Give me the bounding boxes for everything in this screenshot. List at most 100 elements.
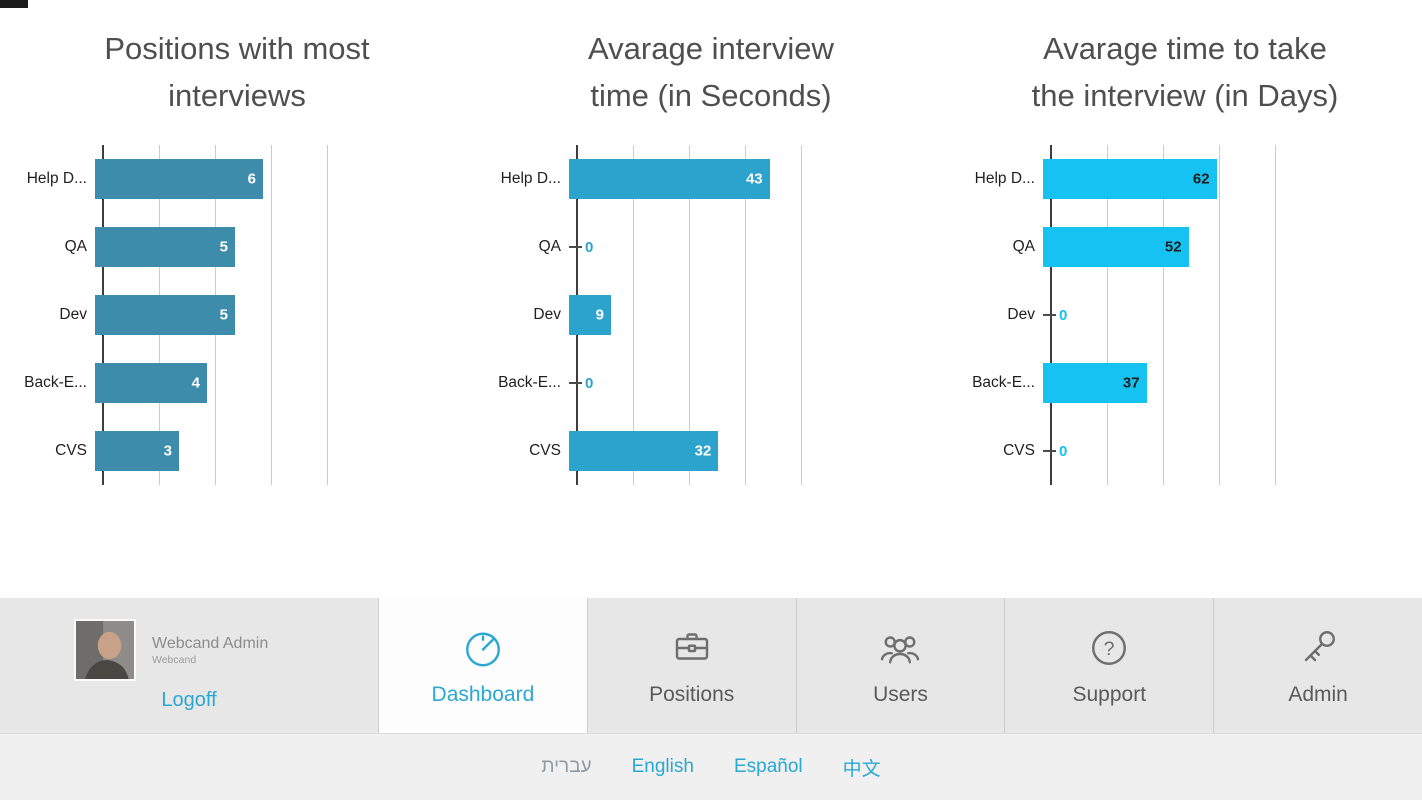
bar-area: 0 <box>568 363 793 403</box>
gridline <box>688 145 690 485</box>
bar-area: 0 <box>568 227 793 267</box>
tab-admin[interactable]: Admin <box>1213 598 1422 733</box>
bar-value-label: 3 <box>163 442 172 460</box>
lang-spanish[interactable]: Español <box>733 756 803 777</box>
user-panel: Webcand Admin Webcand Logoff <box>0 598 378 733</box>
gauge-icon <box>459 624 507 672</box>
bar-row: CVS 3 <box>15 417 327 485</box>
category-label: Dev <box>533 306 561 323</box>
category-label: CVS <box>55 442 87 459</box>
language-bar: עברית English Español 中文 <box>0 733 1422 800</box>
gridline <box>800 145 802 485</box>
key-icon <box>1294 624 1342 672</box>
user-row: Webcand Admin Webcand <box>74 619 378 681</box>
category-label: Back-E... <box>972 374 1035 391</box>
bar-row: Dev 0 <box>963 281 1275 349</box>
bar[interactable]: 43 <box>568 159 770 199</box>
gridline <box>632 145 634 485</box>
tab-support[interactable]: ? Support <box>1004 598 1213 733</box>
tab-dashboard[interactable]: Dashboard <box>378 598 587 733</box>
bar[interactable]: 9 <box>568 295 611 335</box>
tab-label: Users <box>873 683 928 706</box>
bar-chart-interview-time: Help D... 43 QA 0 Dev 9 Back-E... 0 CVS 32 <box>489 145 802 485</box>
category-label: Back-E... <box>498 374 561 391</box>
tab-label: Admin <box>1288 683 1348 706</box>
bar-area: 9 <box>568 295 793 335</box>
bar-row: Back-E... 0 <box>489 349 801 417</box>
zero-tick <box>568 246 582 248</box>
bar-area: 3 <box>95 431 319 471</box>
bar[interactable]: 52 <box>1042 227 1189 267</box>
lang-english[interactable]: English <box>631 756 694 777</box>
user-name: Webcand Admin <box>152 634 269 652</box>
tab-users[interactable]: Users <box>795 598 1005 733</box>
bar-value-label: 0 <box>584 374 594 392</box>
bar-area: 0 <box>1042 295 1267 335</box>
bar-area: 32 <box>568 431 793 471</box>
dashboard-charts: Positions with most interviews Help D...… <box>0 0 1339 598</box>
svg-text:?: ? <box>1104 638 1115 660</box>
bar-value-label: 6 <box>247 170 256 188</box>
tab-label: Positions <box>649 683 735 706</box>
logoff-link[interactable]: Logoff <box>161 689 217 711</box>
bar-row: Help D... 43 <box>489 145 801 213</box>
bar-value-label: 0 <box>1058 442 1068 460</box>
bar[interactable]: 4 <box>95 363 207 403</box>
bar-area: 52 <box>1042 227 1267 267</box>
bar-row: QA 52 <box>963 213 1275 281</box>
bar-value-label: 4 <box>191 374 200 392</box>
lang-chinese[interactable]: 中文 <box>842 758 881 780</box>
gridline <box>327 145 328 485</box>
chart-panel-positions-interviews: Positions with most interviews Help D...… <box>0 0 474 598</box>
avatar <box>74 619 136 681</box>
bar[interactable]: 62 <box>1042 159 1217 199</box>
bar-value-label: 9 <box>595 306 604 324</box>
category-label: QA <box>538 238 561 255</box>
bottom-nav: Webcand Admin Webcand Logoff Dashboard P… <box>0 598 1422 733</box>
chart-panel-interview-time: Avarage interview time (in Seconds) Help… <box>474 0 948 598</box>
bar-area: 5 <box>95 295 319 335</box>
bar-row: Help D... 6 <box>15 145 327 213</box>
category-label: CVS <box>529 442 561 459</box>
gridline <box>744 145 746 485</box>
bar[interactable]: 5 <box>95 295 235 335</box>
question-circle-icon: ? <box>1085 624 1133 672</box>
bar-row: Dev 9 <box>489 281 801 349</box>
bar[interactable]: 37 <box>1042 363 1147 403</box>
tab-label: Dashboard <box>431 683 535 706</box>
category-label: Dev <box>1007 306 1035 323</box>
zero-tick <box>1042 314 1056 316</box>
bar-value-label: 62 <box>1192 170 1210 188</box>
bar[interactable]: 5 <box>95 227 235 267</box>
bar-row: Back-E... 4 <box>15 349 327 417</box>
bar[interactable]: 6 <box>95 159 263 199</box>
category-label: QA <box>64 238 87 255</box>
lang-hebrew[interactable]: עברית <box>541 756 592 777</box>
category-label: Back-E... <box>24 374 87 391</box>
zero-tick <box>568 382 582 384</box>
bar-area: 5 <box>95 227 319 267</box>
bar-row: Help D... 62 <box>963 145 1275 213</box>
bar-row: CVS 0 <box>963 417 1275 485</box>
bar-value-label: 32 <box>694 442 712 460</box>
bar-row: Back-E... 37 <box>963 349 1275 417</box>
bar-chart-positions-interviews: Help D... 6 QA 5 Dev 5 Back-E... 4 CVS 3 <box>15 145 328 485</box>
bar-value-label: 52 <box>1164 238 1182 256</box>
category-label: QA <box>1012 238 1035 255</box>
gridline <box>1106 145 1108 485</box>
bar-value-label: 37 <box>1122 374 1140 392</box>
zero-tick <box>1042 450 1056 452</box>
chart-title: Avarage time to take the interview (in D… <box>1031 31 1339 113</box>
gridline <box>1218 145 1220 485</box>
bar-area: 37 <box>1042 363 1267 403</box>
bar-value-label: 5 <box>219 306 228 324</box>
bar[interactable]: 32 <box>568 431 719 471</box>
tab-label: Support <box>1072 683 1147 706</box>
chart-title: Positions with most interviews <box>104 31 370 113</box>
bar-value-label: 5 <box>219 238 228 256</box>
chart-title: Avarage interview time (in Seconds) <box>588 31 834 113</box>
tab-positions[interactable]: Positions <box>586 598 796 733</box>
bar[interactable]: 3 <box>95 431 179 471</box>
bar-chart-time-to-take: Help D... 62 QA 52 Dev 0 Back-E... 37 CVS 0 <box>963 145 1276 485</box>
bar-row: QA 5 <box>15 213 327 281</box>
